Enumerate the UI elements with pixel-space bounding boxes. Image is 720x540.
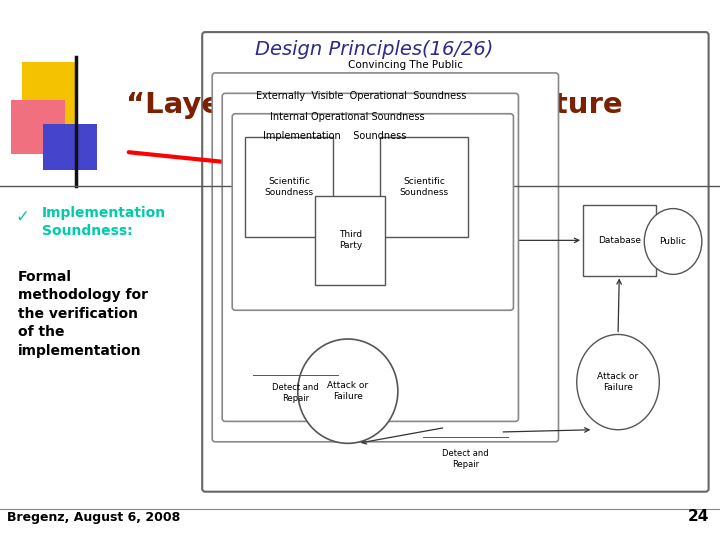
Text: Internal Operational Soundness: Internal Operational Soundness bbox=[270, 112, 424, 122]
Bar bbox=[380, 137, 468, 237]
Bar bbox=[22, 62, 76, 124]
Ellipse shape bbox=[577, 334, 660, 430]
Ellipse shape bbox=[644, 208, 702, 274]
Text: Third
Party: Third Party bbox=[338, 230, 362, 251]
Text: Attack or
Failure: Attack or Failure bbox=[328, 381, 369, 401]
Bar bbox=[43, 124, 97, 170]
Bar bbox=[246, 137, 333, 237]
Text: Externally  Visible  Operational  Soundness: Externally Visible Operational Soundness bbox=[256, 91, 467, 101]
Text: Database: Database bbox=[598, 236, 641, 245]
FancyBboxPatch shape bbox=[222, 93, 518, 421]
Text: Detect and
Repair: Detect and Repair bbox=[272, 383, 318, 403]
FancyBboxPatch shape bbox=[202, 32, 708, 492]
Ellipse shape bbox=[298, 339, 398, 443]
Text: “Layers of Trust” Architecture: “Layers of Trust” Architecture bbox=[126, 91, 623, 119]
Text: Scientific
Soundness: Scientific Soundness bbox=[400, 177, 449, 197]
Text: Public: Public bbox=[660, 237, 687, 246]
Bar bbox=[583, 205, 655, 275]
Text: Implementation
Soundness:: Implementation Soundness: bbox=[42, 206, 166, 238]
FancyBboxPatch shape bbox=[212, 73, 559, 442]
Text: Implementation    Soundness: Implementation Soundness bbox=[263, 131, 406, 141]
Text: ✓: ✓ bbox=[16, 208, 30, 226]
Text: Design Principles(16/26): Design Principles(16/26) bbox=[255, 40, 494, 59]
Bar bbox=[11, 100, 65, 154]
Text: Convincing The Public: Convincing The Public bbox=[348, 59, 463, 70]
FancyBboxPatch shape bbox=[233, 114, 513, 310]
Text: Attack or
Failure: Attack or Failure bbox=[598, 372, 639, 392]
Text: 24: 24 bbox=[688, 509, 709, 524]
Text: Formal
methodology for
the verification
of the
implementation: Formal methodology for the verification … bbox=[18, 270, 148, 357]
Text: Scientific
Soundness: Scientific Soundness bbox=[264, 177, 314, 197]
Bar bbox=[315, 196, 385, 285]
Text: Bregenz, August 6, 2008: Bregenz, August 6, 2008 bbox=[7, 511, 181, 524]
Text: Detect and
Repair: Detect and Repair bbox=[442, 449, 489, 469]
